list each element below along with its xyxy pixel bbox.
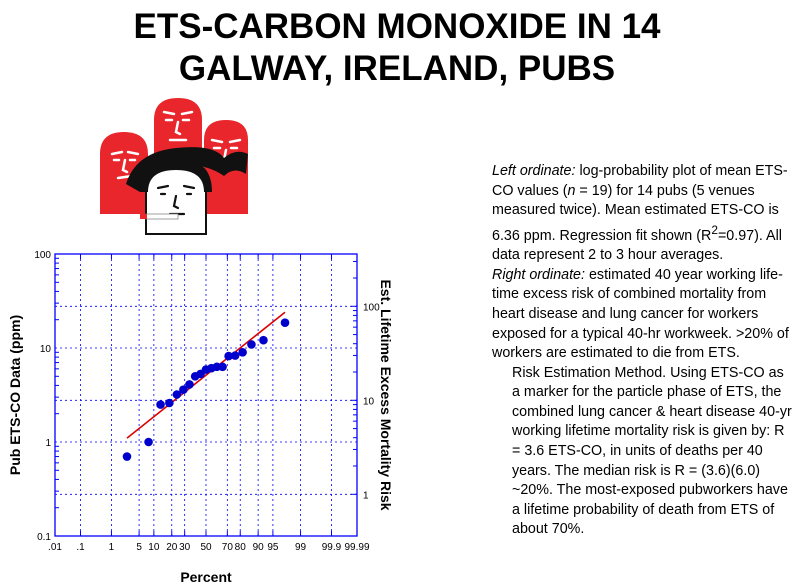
- page-title: ETS-CARBON MONOXIDE IN 14 GALWAY, IRELAN…: [0, 6, 794, 90]
- y2-tick-label: 10: [363, 396, 375, 407]
- x-tick-label: 5: [136, 542, 142, 553]
- no-smoking-cartoon-icon: [100, 98, 248, 235]
- right-ordinate-label: Right ordinate:: [492, 266, 585, 283]
- y2-tick-label: 100: [363, 302, 380, 313]
- log-probability-chart: .01 .1 1 5 10 20 30 50 70 80 90 95 99 99.9 99.99 0.1 1 10…: [7, 250, 394, 585]
- data-point: [218, 362, 227, 372]
- y2-tick-label: 1: [363, 490, 369, 501]
- description-paragraph-1: Left ordinate: log-probability plot of m…: [492, 163, 789, 362]
- data-point: [280, 318, 290, 327]
- x-tick-label: 95: [267, 542, 279, 553]
- title-line-2: GALWAY, IRELAND, PUBS: [178, 49, 616, 88]
- x-tick-label: .1: [76, 542, 85, 553]
- x-tick-label: 99.99: [344, 542, 369, 553]
- x-tick-label: 20: [166, 542, 178, 553]
- description-paragraph-2: Risk Estimation Method. Using ETS-CO as …: [512, 364, 792, 538]
- x-tick-label: 70: [222, 542, 234, 553]
- data-point: [247, 340, 256, 349]
- y2-axis-title: Est. Lifetime Excess Mortality Risk: [378, 279, 394, 510]
- x-tick-label: 1: [109, 542, 115, 553]
- data-point: [224, 351, 233, 361]
- y-tick-label: 10: [40, 344, 52, 355]
- chart-ticks: [54, 254, 358, 536]
- data-point: [185, 380, 194, 389]
- x-tick-label: .01: [48, 542, 62, 553]
- y-axis-title: Pub ETS-CO Data (ppm): [7, 315, 23, 475]
- x-tick-label: 99: [295, 542, 307, 553]
- fit-line: [126, 311, 286, 439]
- data-point: [259, 335, 268, 345]
- x-tick-label: 10: [148, 542, 160, 553]
- tick-labels: .01 .1 1 5 10 20 30 50 70 80 90 95 99 99.9 99.99 0.1 1 10…: [34, 250, 380, 553]
- data-point: [238, 348, 247, 357]
- x-tick-label: 99.9: [322, 542, 342, 553]
- data-points: [122, 318, 290, 461]
- data-point: [144, 437, 153, 447]
- data-point: [156, 400, 165, 409]
- data-point: [230, 351, 240, 360]
- y-tick-label: 100: [34, 250, 51, 261]
- x-tick-label: 30: [179, 542, 191, 553]
- chart-grid: [54, 253, 358, 537]
- x-tick-label: 80: [235, 542, 247, 553]
- x-tick-label: 90: [253, 542, 265, 553]
- data-point: [165, 398, 174, 408]
- left-ordinate-label: Left ordinate:: [492, 163, 576, 179]
- x-tick-label: 50: [200, 542, 212, 553]
- x-axis-title: Percent: [180, 569, 232, 585]
- data-point: [122, 452, 132, 461]
- data-point: [179, 385, 188, 395]
- data-point: [172, 390, 182, 399]
- regression-fit: [126, 311, 286, 439]
- y-tick-label: 1: [45, 438, 51, 449]
- y-tick-label: 0.1: [37, 532, 51, 543]
- description-text: Left ordinate: log-probability plot of m…: [400, 162, 792, 540]
- title-line-1: ETS-CARBON MONOXIDE IN 14: [133, 7, 661, 46]
